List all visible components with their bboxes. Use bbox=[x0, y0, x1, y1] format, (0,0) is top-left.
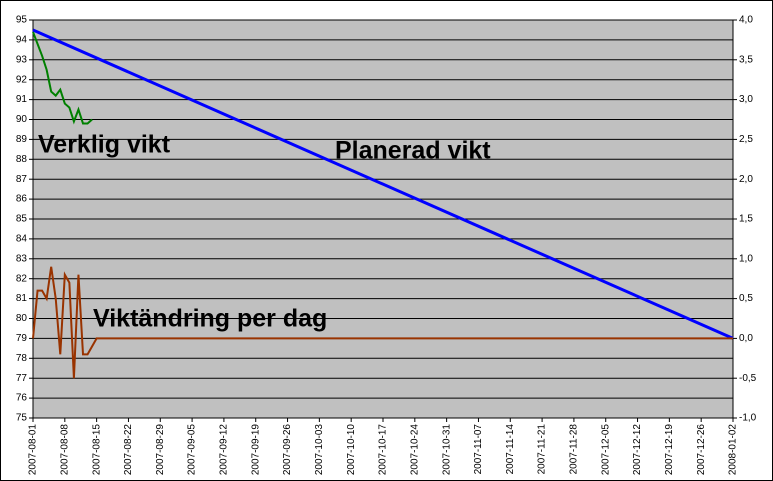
x-tick-label: 2007-08-15 bbox=[91, 424, 102, 476]
x-tick-label: 2007-08-01 bbox=[28, 424, 39, 476]
y2-tick-label: 2,5 bbox=[739, 134, 753, 145]
x-tick-label: 2007-10-31 bbox=[441, 424, 452, 476]
x-tick-label: 2007-09-05 bbox=[187, 424, 198, 476]
x-tick-label: 2007-09-26 bbox=[282, 424, 293, 476]
x-tick-label: 2007-10-10 bbox=[346, 424, 357, 476]
x-tick-label: 2007-09-12 bbox=[219, 424, 230, 476]
y-tick-label: 94 bbox=[16, 35, 28, 46]
y-tick-label: 91 bbox=[16, 94, 28, 105]
x-tick-label: 2007-09-19 bbox=[250, 424, 261, 476]
x-tick-label: 2007-10-24 bbox=[409, 424, 420, 476]
y-tick-label: 81 bbox=[16, 293, 28, 304]
x-tick-label: 2007-12-26 bbox=[696, 424, 707, 476]
y2-tick-label: 0,5 bbox=[739, 293, 753, 304]
y2-tick-label: 4,0 bbox=[739, 15, 753, 26]
y-tick-label: 78 bbox=[16, 353, 28, 364]
y2-tick-label: 1,5 bbox=[739, 214, 753, 225]
y-tick-label: 84 bbox=[16, 234, 28, 245]
y-tick-label: 90 bbox=[16, 114, 28, 125]
y-tick-label: 85 bbox=[16, 214, 28, 225]
x-tick-label: 2008-01-02 bbox=[728, 424, 739, 476]
y-tick-label: 87 bbox=[16, 174, 28, 185]
x-tick-label: 2007-11-28 bbox=[569, 424, 580, 475]
y-tick-label: 75 bbox=[16, 413, 28, 424]
x-tick-label: 2007-11-21 bbox=[537, 424, 548, 475]
y2-tick-label: 1,0 bbox=[739, 253, 753, 264]
x-tick-label: 2007-08-08 bbox=[59, 424, 70, 476]
y-tick-label: 93 bbox=[16, 54, 28, 65]
x-tick-label: 2007-10-17 bbox=[378, 424, 389, 476]
series-label: Verklig vikt bbox=[38, 131, 171, 159]
series-line bbox=[32, 266, 733, 379]
y-tick-label: 76 bbox=[16, 393, 28, 404]
y2-tick-label: 3,5 bbox=[739, 54, 753, 65]
y2-tick-label: -0,5 bbox=[739, 373, 757, 384]
series-label: Viktändring per dag bbox=[93, 305, 327, 333]
series-line bbox=[32, 31, 93, 125]
x-tick-label: 2007-12-19 bbox=[664, 424, 675, 476]
y-tick-label: 89 bbox=[16, 134, 28, 145]
y-tick-label: 80 bbox=[16, 313, 28, 324]
x-tick-label: 2007-12-12 bbox=[632, 424, 643, 476]
series-label: Planerad vikt bbox=[335, 137, 491, 165]
y2-tick-label: 0,0 bbox=[739, 333, 753, 344]
y-tick-label: 77 bbox=[16, 373, 28, 384]
x-tick-label: 2007-08-22 bbox=[123, 424, 134, 476]
y-tick-label: 82 bbox=[16, 273, 28, 284]
x-tick-label: 2007-12-05 bbox=[600, 424, 611, 476]
x-tick-label: 2007-08-29 bbox=[155, 424, 166, 476]
y-tick-label: 86 bbox=[16, 194, 28, 205]
x-tick-label: 2007-10-03 bbox=[314, 424, 325, 476]
y-tick-label: 92 bbox=[16, 74, 28, 85]
x-tick-label: 2007-11-14 bbox=[505, 424, 516, 475]
y-tick-label: 88 bbox=[16, 154, 28, 165]
y-tick-label: 83 bbox=[16, 253, 28, 264]
series-line bbox=[32, 28, 734, 340]
y2-tick-label: -1,0 bbox=[739, 413, 757, 424]
x-tick-label: 2007-11-07 bbox=[473, 424, 484, 475]
y-tick-label: 79 bbox=[16, 333, 28, 344]
y-tick-label: 95 bbox=[16, 15, 28, 26]
y2-tick-label: 3,0 bbox=[739, 94, 753, 105]
y2-tick-label: 2,0 bbox=[739, 174, 753, 185]
